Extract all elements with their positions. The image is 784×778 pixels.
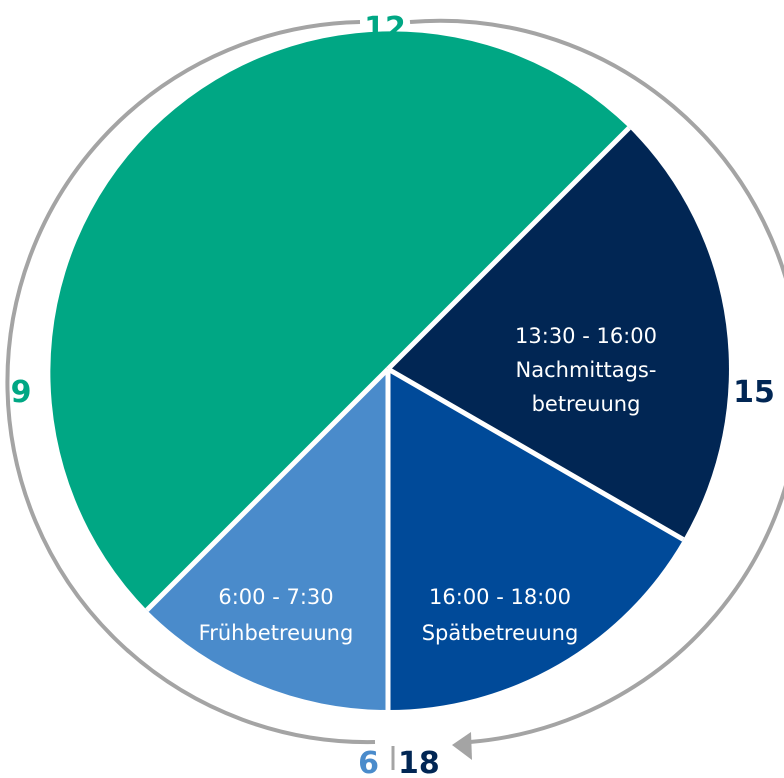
hour-label-12: 12 — [364, 11, 406, 46]
hour-label-18: 18 — [398, 746, 440, 778]
segment-nachmittagsbetreuung — [388, 127, 729, 540]
divider-line — [386, 126, 631, 371]
label-frueh-name: Frühbetreuung — [199, 621, 354, 645]
label-nachmittag-name-2: betreuung — [532, 392, 641, 416]
schedule-pie — [50, 31, 729, 710]
label-nachmittag-name-1: Nachmittags- — [516, 358, 657, 382]
ring-arc-left — [5, 20, 376, 745]
segment-core-hours — [50, 31, 630, 611]
label-spaet-name: Spätbetreuung — [422, 621, 579, 645]
divider-line — [386, 366, 685, 542]
divider-line — [145, 367, 390, 612]
hour-label-9: 9 — [11, 375, 32, 410]
segment-dividers — [145, 126, 685, 710]
label-nachmittag-time: 13:30 - 16:00 — [515, 324, 657, 348]
outer-ring — [5, 18, 784, 770]
segment-spaetbetreuung — [388, 369, 684, 710]
label-spaet-time: 16:00 - 18:00 — [429, 585, 571, 609]
arrow-head-icon — [452, 732, 472, 760]
hour-label-15: 15 — [733, 375, 775, 410]
ring-arc-right — [409, 18, 784, 744]
hour-label-6: 6 — [358, 746, 379, 778]
segment-fruehbetreuung — [146, 369, 388, 710]
label-frueh-time: 6:00 - 7:30 — [218, 585, 333, 609]
